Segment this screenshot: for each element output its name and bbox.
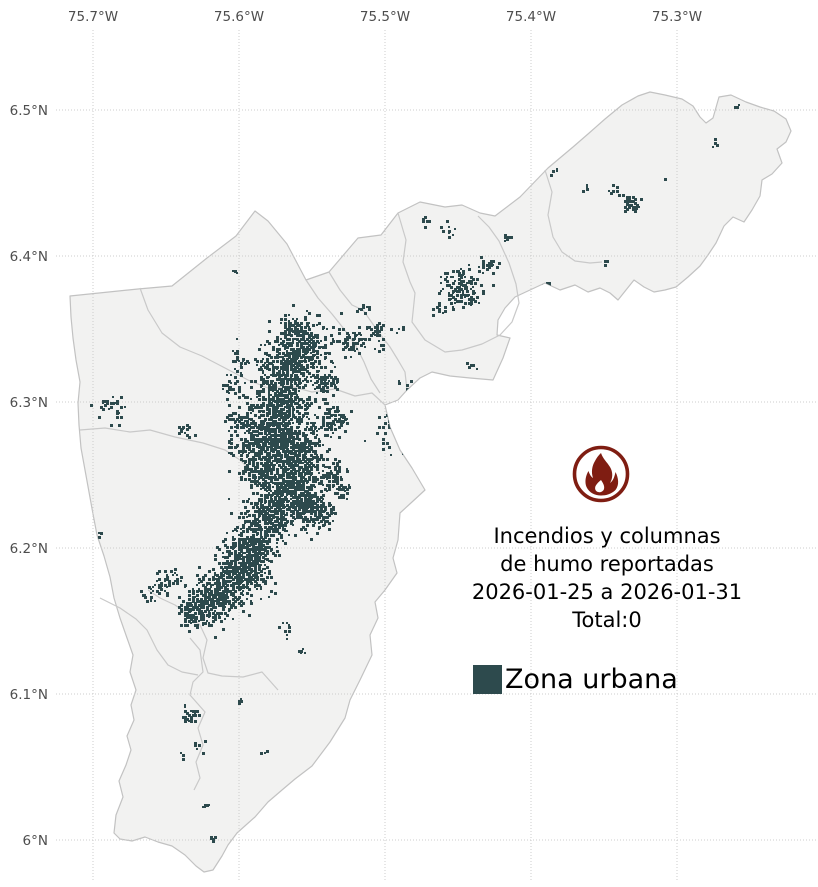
y-tick-label: 6°N bbox=[23, 833, 48, 849]
y-tick-label: 6.5°N bbox=[10, 103, 48, 119]
x-tick-label: 75.3°W bbox=[652, 9, 702, 25]
axis-tick-labels: 75.7°W 75.6°W 75.5°W 75.4°W 75.3°W 6.5°N 6.4°N… bbox=[10, 9, 702, 849]
legend-swatch-zona-urbana bbox=[473, 665, 502, 694]
x-tick-label: 75.6°W bbox=[214, 9, 264, 25]
y-tick-label: 6.1°N bbox=[10, 687, 48, 703]
fire-icon-circle bbox=[572, 445, 630, 503]
annotation-line-1: Incendios y columnas bbox=[493, 524, 721, 548]
annotation-date-range: 2026-01-25 a 2026-01-31 bbox=[471, 580, 743, 604]
y-tick-label: 6.2°N bbox=[10, 541, 48, 557]
fire-icon bbox=[572, 445, 630, 503]
x-tick-label: 75.4°W bbox=[506, 9, 556, 25]
annotation-line-2: de humo reportadas bbox=[500, 552, 714, 576]
flame-icon bbox=[585, 453, 619, 496]
report-annotation: Incendios y columnas de humo reportadas … bbox=[472, 522, 742, 634]
map-region-shape bbox=[69, 91, 792, 873]
annotation-total: Total:0 bbox=[572, 608, 642, 632]
legend: Zona urbana bbox=[473, 664, 678, 695]
x-tick-label: 75.7°W bbox=[68, 9, 118, 25]
y-tick-label: 6.3°N bbox=[10, 395, 48, 411]
legend-label: Zona urbana bbox=[505, 664, 678, 695]
y-tick-label: 6.4°N bbox=[10, 249, 48, 265]
grid-lines bbox=[56, 30, 818, 880]
x-tick-label: 75.5°W bbox=[360, 9, 410, 25]
